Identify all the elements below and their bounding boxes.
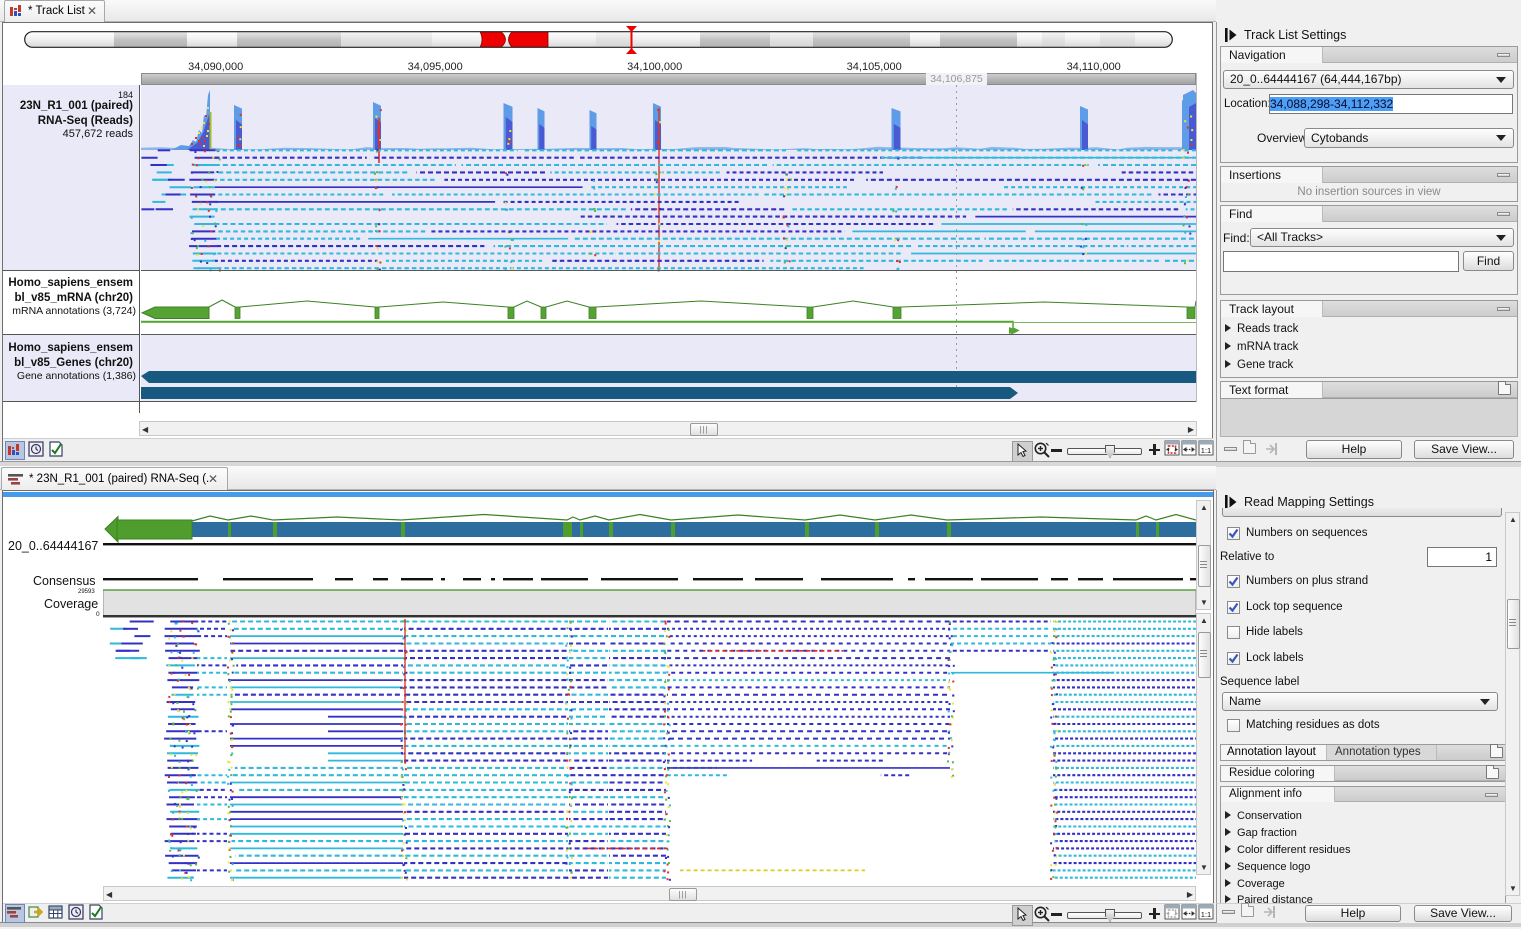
svg-text:1:1: 1:1 (1201, 910, 1211, 919)
svg-text:1:1: 1:1 (1201, 446, 1211, 455)
